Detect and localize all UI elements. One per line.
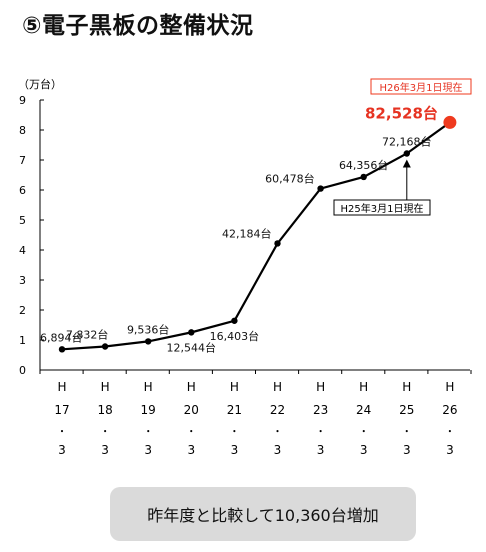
x-tick-label: 24: [356, 403, 371, 417]
x-tick-label: 23: [313, 403, 328, 417]
x-tick-label: H: [402, 380, 411, 394]
x-tick-label: ・: [359, 427, 369, 438]
x-tick-label: H: [316, 380, 325, 394]
y-tick-label: 3: [19, 274, 26, 287]
data-point: [274, 240, 281, 247]
x-tick-label: 3: [403, 443, 411, 457]
data-point: [101, 343, 109, 350]
x-tick-label: ・: [316, 427, 326, 438]
x-tick-label: ・: [229, 427, 239, 438]
y-unit-label: （万台）: [18, 77, 62, 91]
x-tick-label: ・: [402, 427, 412, 438]
x-tick-label: 25: [399, 403, 414, 417]
latest-annotation-box: [370, 78, 472, 95]
x-tick-label: H: [144, 380, 153, 394]
data-label: 7,832台: [66, 328, 109, 342]
x-tick-label: ・: [57, 427, 67, 438]
data-label: 6,894台: [40, 330, 83, 344]
y-tick-label: 1: [19, 334, 26, 347]
series-line: [61, 121, 451, 351]
x-tick-label: H: [273, 380, 282, 394]
data-label: 64,356台: [339, 158, 389, 172]
previous-annotation-text: H25年3月1日現在: [341, 202, 424, 215]
x-tick-label: 18: [97, 403, 112, 417]
x-tick-label: ・: [186, 427, 196, 438]
data-point: [403, 150, 410, 157]
x-tick-label: ・: [273, 427, 283, 438]
data-label: 42,184台: [222, 226, 272, 240]
previous-annotation-box: [333, 199, 431, 216]
data-point: [317, 185, 324, 192]
data-label: 82,528台: [365, 104, 438, 122]
y-tick-label: 6: [19, 184, 26, 197]
y-tick-label: 2: [19, 304, 26, 317]
y-tick-label: 7: [19, 154, 26, 167]
data-label: 16,403台: [210, 329, 260, 343]
x-tick-label: 22: [270, 403, 285, 417]
x-tick-label: 19: [141, 403, 156, 417]
y-tick-label: 0: [19, 364, 26, 377]
x-tick-label: H: [57, 380, 66, 394]
x-tick-label: ・: [143, 427, 153, 438]
x-tick-label: 20: [184, 403, 199, 417]
y-tick-label: 5: [19, 214, 26, 227]
data-point: [360, 173, 367, 181]
x-tick-label: 17: [54, 403, 69, 417]
x-tick-label: H: [359, 380, 368, 394]
x-tick-label: 3: [187, 443, 195, 457]
x-tick-label: ・: [445, 427, 455, 438]
x-tick-label: H: [230, 380, 239, 394]
summary-box: 昨年度と比較して10,360台増加: [110, 487, 416, 541]
x-tick-label: 21: [227, 403, 242, 417]
y-tick-label: 4: [19, 244, 26, 257]
page-title: ⑤電子黒板の整備状況: [22, 13, 254, 39]
x-tick-label: H: [101, 380, 110, 394]
x-tick-label: 3: [360, 443, 368, 457]
data-point: [231, 317, 238, 324]
y-tick-label: 9: [19, 94, 26, 107]
data-point: [58, 346, 66, 353]
x-tick-label: 3: [231, 443, 239, 457]
data-label: 60,478台: [265, 172, 315, 186]
x-tick-label: 3: [58, 443, 66, 457]
x-tick-label: 3: [144, 443, 152, 457]
x-tick-label: 3: [274, 443, 282, 457]
x-tick-label: 3: [101, 443, 109, 457]
data-label: 12,544台: [167, 340, 217, 354]
data-label: 72,168台: [382, 134, 432, 148]
annotation-arrow-head: [402, 159, 411, 168]
x-tick-label: ・: [100, 427, 110, 438]
y-tick-label: 8: [19, 124, 26, 137]
x-tick-label: 3: [446, 443, 454, 457]
latest-annotation-text: H26年3月1日現在: [380, 81, 463, 94]
x-tick-label: 26: [442, 403, 457, 417]
x-tick-label: H: [445, 380, 454, 394]
x-tick-label: 3: [317, 443, 325, 457]
x-tick-label: H: [187, 380, 196, 394]
data-label: 9,536台: [127, 322, 170, 336]
data-point-highlight: [443, 115, 457, 129]
summary-text: 昨年度と比較して10,360台増加: [147, 506, 379, 525]
data-point: [145, 338, 152, 345]
data-point: [188, 329, 195, 336]
